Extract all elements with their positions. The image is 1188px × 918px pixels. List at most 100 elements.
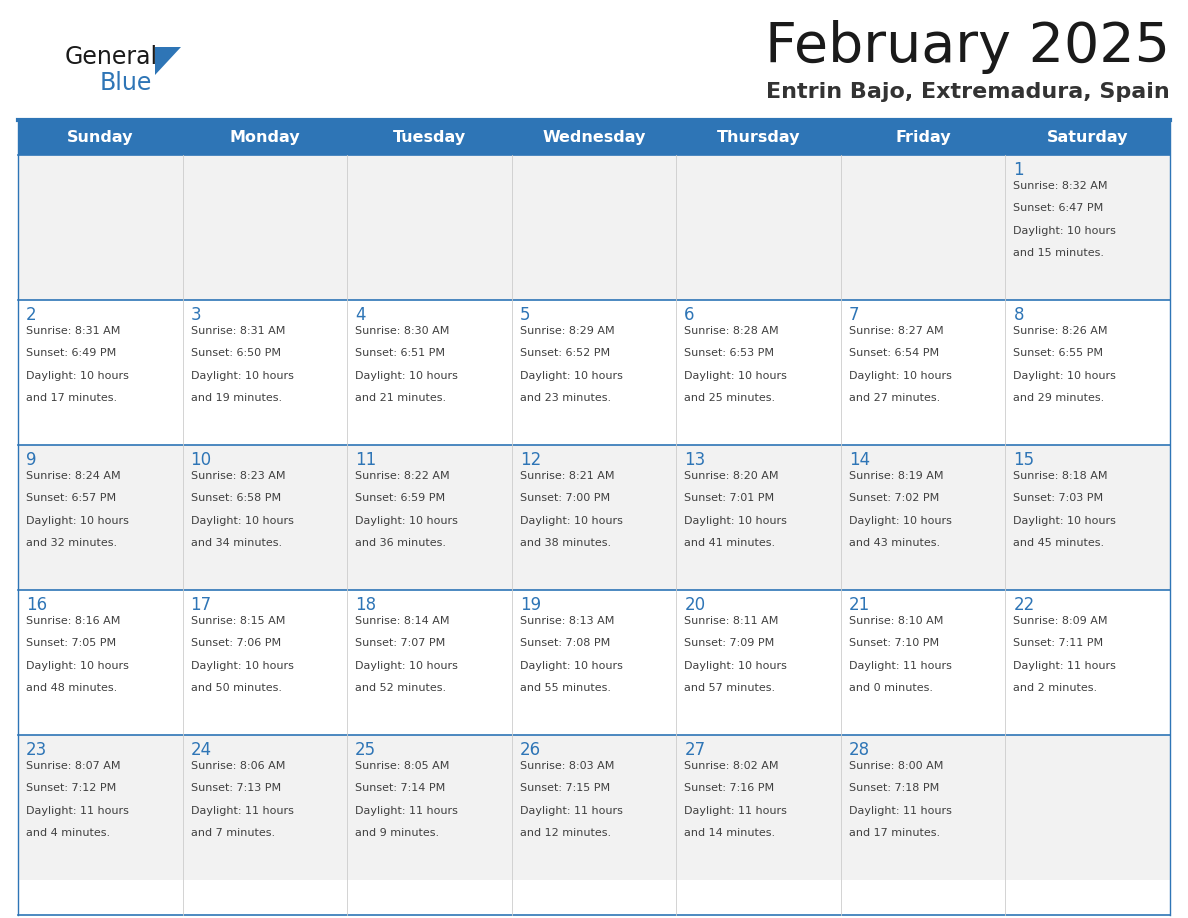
Text: Daylight: 10 hours: Daylight: 10 hours: [26, 661, 128, 671]
Text: 6: 6: [684, 306, 695, 324]
Text: and 32 minutes.: and 32 minutes.: [26, 539, 118, 548]
Text: Sunrise: 8:19 AM: Sunrise: 8:19 AM: [849, 471, 943, 481]
Text: Sunset: 7:05 PM: Sunset: 7:05 PM: [26, 639, 116, 648]
Text: 10: 10: [190, 451, 211, 469]
Text: and 38 minutes.: and 38 minutes.: [519, 539, 611, 548]
Text: Sunrise: 8:20 AM: Sunrise: 8:20 AM: [684, 471, 779, 481]
Text: 18: 18: [355, 596, 377, 614]
Text: Sunset: 7:01 PM: Sunset: 7:01 PM: [684, 494, 775, 503]
Text: Daylight: 10 hours: Daylight: 10 hours: [26, 516, 128, 526]
Text: Sunset: 7:02 PM: Sunset: 7:02 PM: [849, 494, 939, 503]
Text: Daylight: 10 hours: Daylight: 10 hours: [519, 661, 623, 671]
Text: Friday: Friday: [896, 130, 950, 145]
Text: Monday: Monday: [229, 130, 301, 145]
Text: 4: 4: [355, 306, 366, 324]
Text: Sunrise: 8:13 AM: Sunrise: 8:13 AM: [519, 616, 614, 626]
Text: Sunrise: 8:22 AM: Sunrise: 8:22 AM: [355, 471, 450, 481]
Polygon shape: [154, 47, 181, 75]
Text: Daylight: 11 hours: Daylight: 11 hours: [355, 806, 459, 816]
Text: February 2025: February 2025: [765, 20, 1170, 74]
Text: and 21 minutes.: and 21 minutes.: [355, 394, 447, 403]
Text: Sunrise: 8:06 AM: Sunrise: 8:06 AM: [190, 761, 285, 771]
Text: and 57 minutes.: and 57 minutes.: [684, 683, 776, 693]
Text: 19: 19: [519, 596, 541, 614]
Text: Saturday: Saturday: [1047, 130, 1129, 145]
Text: 9: 9: [26, 451, 37, 469]
Text: Sunset: 6:57 PM: Sunset: 6:57 PM: [26, 494, 116, 503]
Text: Sunrise: 8:03 AM: Sunrise: 8:03 AM: [519, 761, 614, 771]
Text: Sunset: 7:00 PM: Sunset: 7:00 PM: [519, 494, 609, 503]
Text: Entrin Bajo, Extremadura, Spain: Entrin Bajo, Extremadura, Spain: [766, 82, 1170, 102]
Text: and 23 minutes.: and 23 minutes.: [519, 394, 611, 403]
Text: Sunrise: 8:32 AM: Sunrise: 8:32 AM: [1013, 181, 1108, 191]
Text: Sunset: 6:58 PM: Sunset: 6:58 PM: [190, 494, 280, 503]
Text: 23: 23: [26, 741, 48, 759]
Text: 22: 22: [1013, 596, 1035, 614]
Text: and 0 minutes.: and 0 minutes.: [849, 683, 933, 693]
Text: Sunset: 6:52 PM: Sunset: 6:52 PM: [519, 349, 609, 358]
Text: Daylight: 10 hours: Daylight: 10 hours: [190, 661, 293, 671]
Text: Daylight: 11 hours: Daylight: 11 hours: [684, 806, 788, 816]
Text: Sunrise: 8:21 AM: Sunrise: 8:21 AM: [519, 471, 614, 481]
Text: 11: 11: [355, 451, 377, 469]
Text: Sunset: 7:12 PM: Sunset: 7:12 PM: [26, 783, 116, 793]
Text: Sunset: 7:14 PM: Sunset: 7:14 PM: [355, 783, 446, 793]
Text: Sunset: 6:55 PM: Sunset: 6:55 PM: [1013, 349, 1104, 358]
Text: 16: 16: [26, 596, 48, 614]
Text: Daylight: 10 hours: Daylight: 10 hours: [684, 661, 788, 671]
Text: Sunrise: 8:09 AM: Sunrise: 8:09 AM: [1013, 616, 1108, 626]
Text: General: General: [65, 45, 158, 69]
Text: 8: 8: [1013, 306, 1024, 324]
Text: and 9 minutes.: and 9 minutes.: [355, 828, 440, 838]
Text: and 41 minutes.: and 41 minutes.: [684, 539, 776, 548]
Text: and 34 minutes.: and 34 minutes.: [190, 539, 282, 548]
Text: Sunrise: 8:10 AM: Sunrise: 8:10 AM: [849, 616, 943, 626]
Text: 13: 13: [684, 451, 706, 469]
Text: Daylight: 10 hours: Daylight: 10 hours: [26, 371, 128, 381]
Text: Sunset: 6:49 PM: Sunset: 6:49 PM: [26, 349, 116, 358]
Text: and 50 minutes.: and 50 minutes.: [190, 683, 282, 693]
Text: Sunrise: 8:30 AM: Sunrise: 8:30 AM: [355, 326, 449, 336]
Text: Daylight: 11 hours: Daylight: 11 hours: [849, 661, 952, 671]
Text: Daylight: 10 hours: Daylight: 10 hours: [190, 516, 293, 526]
Text: Sunrise: 8:00 AM: Sunrise: 8:00 AM: [849, 761, 943, 771]
Text: 5: 5: [519, 306, 530, 324]
Text: Sunset: 7:15 PM: Sunset: 7:15 PM: [519, 783, 609, 793]
Text: Daylight: 11 hours: Daylight: 11 hours: [26, 806, 128, 816]
Text: Wednesday: Wednesday: [542, 130, 646, 145]
Text: Sunset: 7:11 PM: Sunset: 7:11 PM: [1013, 639, 1104, 648]
Text: Sunrise: 8:16 AM: Sunrise: 8:16 AM: [26, 616, 120, 626]
Text: Daylight: 10 hours: Daylight: 10 hours: [1013, 371, 1117, 381]
Text: Daylight: 10 hours: Daylight: 10 hours: [190, 371, 293, 381]
Text: and 48 minutes.: and 48 minutes.: [26, 683, 118, 693]
Text: 20: 20: [684, 596, 706, 614]
Text: and 2 minutes.: and 2 minutes.: [1013, 683, 1098, 693]
Text: Daylight: 11 hours: Daylight: 11 hours: [519, 806, 623, 816]
Text: Sunset: 6:50 PM: Sunset: 6:50 PM: [190, 349, 280, 358]
Text: and 7 minutes.: and 7 minutes.: [190, 828, 274, 838]
Text: and 14 minutes.: and 14 minutes.: [684, 828, 776, 838]
Bar: [18, 445, 1170, 590]
Text: Daylight: 10 hours: Daylight: 10 hours: [684, 516, 788, 526]
Bar: [18, 120, 1170, 155]
Text: 3: 3: [190, 306, 201, 324]
Text: and 4 minutes.: and 4 minutes.: [26, 828, 110, 838]
Text: Daylight: 11 hours: Daylight: 11 hours: [190, 806, 293, 816]
Text: 27: 27: [684, 741, 706, 759]
Text: 21: 21: [849, 596, 870, 614]
Text: Daylight: 10 hours: Daylight: 10 hours: [355, 371, 459, 381]
Text: Sunrise: 8:14 AM: Sunrise: 8:14 AM: [355, 616, 449, 626]
Text: Sunset: 6:51 PM: Sunset: 6:51 PM: [355, 349, 446, 358]
Text: Tuesday: Tuesday: [393, 130, 466, 145]
Text: 12: 12: [519, 451, 541, 469]
Text: and 29 minutes.: and 29 minutes.: [1013, 394, 1105, 403]
Text: 28: 28: [849, 741, 870, 759]
Text: 17: 17: [190, 596, 211, 614]
Text: and 36 minutes.: and 36 minutes.: [355, 539, 447, 548]
Text: Sunrise: 8:07 AM: Sunrise: 8:07 AM: [26, 761, 120, 771]
Text: Sunset: 7:13 PM: Sunset: 7:13 PM: [190, 783, 280, 793]
Text: Sunset: 7:03 PM: Sunset: 7:03 PM: [1013, 494, 1104, 503]
Text: Sunset: 7:16 PM: Sunset: 7:16 PM: [684, 783, 775, 793]
Text: Sunset: 7:08 PM: Sunset: 7:08 PM: [519, 639, 609, 648]
Text: 2: 2: [26, 306, 37, 324]
